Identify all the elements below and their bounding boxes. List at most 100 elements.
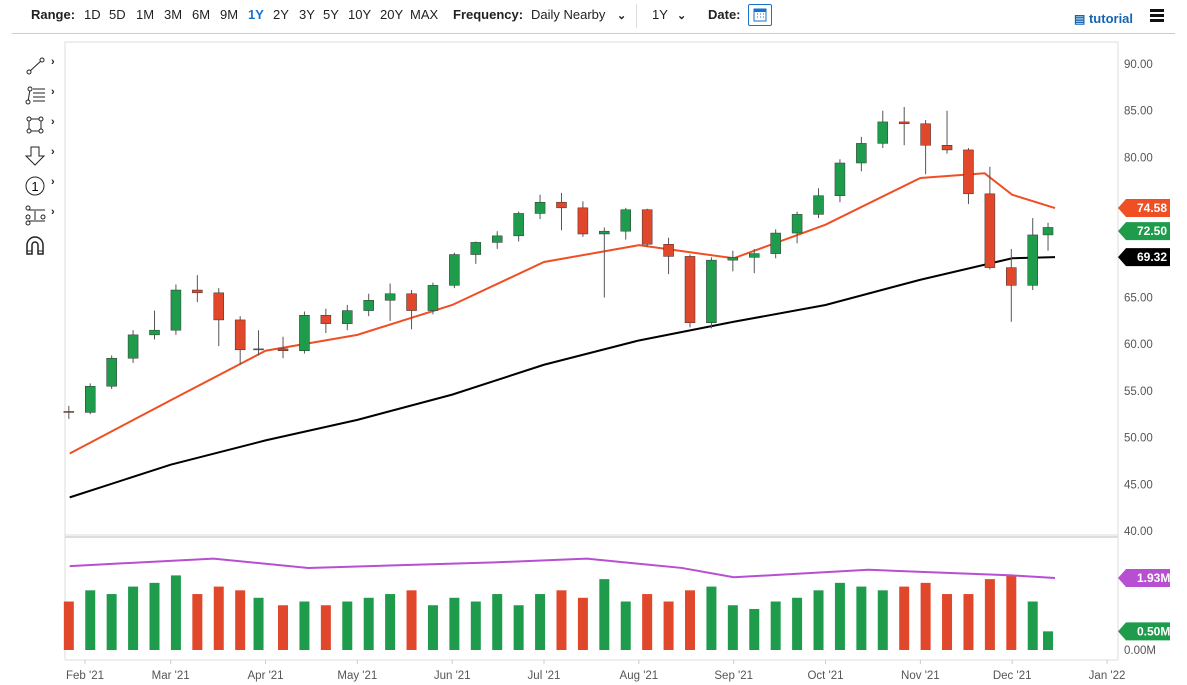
range-20y[interactable]: 20Y: [380, 7, 404, 22]
measure-tool[interactable]: ›: [24, 202, 64, 232]
chevron-down-icon[interactable]: ⌄: [677, 10, 687, 22]
candle: [299, 314, 310, 351]
y-tick-label: 50.00: [1124, 433, 1153, 445]
candle: [920, 123, 931, 146]
x-tick-label: Dec '21: [993, 670, 1032, 682]
frequency-label: Frequency:: [453, 7, 524, 22]
volume-bar: [899, 586, 910, 650]
last-value-label: 69.32: [1137, 250, 1167, 264]
fibonacci-icon: [25, 86, 45, 105]
last-value-label: 0.50M: [1137, 624, 1170, 638]
calendar-icon[interactable]: [748, 4, 772, 26]
candle: [556, 201, 567, 209]
range-5y[interactable]: 5Y: [323, 7, 339, 22]
x-tick-label: Sep '21: [714, 670, 753, 682]
y-tick-label: 40.00: [1124, 526, 1153, 538]
range-max[interactable]: MAX: [410, 7, 439, 22]
x-tick-label: Jun '21: [434, 670, 471, 682]
candle: [534, 201, 546, 214]
x-tick-label: May '21: [337, 670, 377, 682]
candle: [963, 149, 974, 195]
volume-bar: [363, 597, 374, 650]
volume-bar: [128, 586, 139, 650]
candle: [406, 293, 417, 311]
hamburger-menu-icon[interactable]: [1150, 9, 1164, 24]
volume-bar: [1027, 601, 1038, 650]
tutorial-label: tutorial: [1088, 11, 1134, 26]
candle: [706, 259, 717, 323]
candle: [834, 162, 846, 196]
candle: [749, 253, 760, 258]
chevron-right-icon: ›: [51, 86, 55, 98]
magnet-tool[interactable]: [24, 232, 64, 262]
range-3y[interactable]: 3Y: [299, 7, 315, 22]
candle: [813, 195, 824, 215]
candle: [663, 244, 674, 257]
candle: [513, 213, 524, 237]
candle: [599, 230, 610, 235]
volume-bar: [599, 579, 610, 650]
range-1y[interactable]: 1Y: [248, 7, 264, 22]
x-tick-label: Mar '21: [152, 670, 190, 682]
candle: [277, 348, 289, 351]
arrow-down-tool[interactable]: ›: [24, 142, 64, 172]
range-5d[interactable]: 5D: [109, 7, 126, 22]
volume-bar: [813, 590, 824, 650]
candle: [149, 329, 160, 336]
range-6m[interactable]: 6M: [192, 7, 211, 22]
candle: [449, 254, 460, 286]
fibonacci-tool[interactable]: ›: [24, 82, 64, 112]
last-value-label: 72.50: [1137, 224, 1167, 238]
x-tick-label: Nov '21: [901, 670, 940, 682]
candle: [213, 292, 225, 321]
y-tick-label: 65.00: [1124, 293, 1153, 305]
chevron-down-icon[interactable]: ⌄: [617, 10, 627, 22]
trend-line-tool[interactable]: ›: [24, 52, 64, 82]
numbered-marker-tool[interactable]: 1 ›: [24, 172, 64, 202]
volume-bar: [170, 575, 181, 650]
candle: [491, 235, 503, 243]
candle: [877, 121, 889, 144]
volume-bar: [253, 597, 264, 650]
y-tick-label: 90.00: [1124, 59, 1153, 71]
date-label: Date:: [708, 7, 741, 22]
volume-bar: [85, 590, 96, 650]
x-tick-label: Oct '21: [807, 670, 843, 682]
range-3m[interactable]: 3M: [164, 7, 183, 22]
range-2y[interactable]: 2Y: [273, 7, 289, 22]
numbered-marker-icon: 1: [25, 176, 45, 196]
rectangle-tool[interactable]: ›: [24, 112, 64, 142]
divider: [636, 4, 637, 28]
range-10y[interactable]: 10Y: [348, 7, 372, 22]
rectangle-icon: [26, 116, 44, 134]
volume-bar: [920, 582, 931, 650]
y-tick-label: 55.00: [1124, 386, 1153, 398]
candle: [234, 319, 246, 351]
range-1m[interactable]: 1M: [136, 7, 155, 22]
chevron-right-icon: ›: [51, 56, 55, 68]
volume-bar: [192, 594, 203, 650]
candle: [127, 334, 139, 359]
y-tick-label: 60.00: [1124, 339, 1153, 351]
magnet-icon: [26, 236, 44, 255]
svg-text:1: 1: [31, 179, 38, 194]
x-tick-label: Aug '21: [620, 670, 659, 682]
candle: [1006, 267, 1017, 286]
frequency-select[interactable]: Daily Nearby: [531, 7, 606, 22]
period-select[interactable]: 1Y: [652, 7, 668, 22]
x-tick-label: Jan '22: [1089, 670, 1126, 682]
volume-bar: [749, 608, 760, 650]
volume-bar: [1043, 631, 1054, 650]
range-label: Range:: [31, 7, 76, 22]
last-value-label: 1.93M: [1137, 571, 1170, 585]
chevron-right-icon: ›: [51, 176, 55, 188]
range-9m[interactable]: 9M: [220, 7, 239, 22]
volume-bar: [685, 590, 695, 650]
volume-bar: [427, 605, 438, 650]
volume-bar: [320, 605, 331, 650]
volume-bar: [342, 601, 353, 650]
tutorial-link[interactable]: ▤ tutorial: [1074, 11, 1133, 26]
range-1d[interactable]: 1D: [84, 7, 101, 22]
volume-bar: [620, 601, 631, 650]
